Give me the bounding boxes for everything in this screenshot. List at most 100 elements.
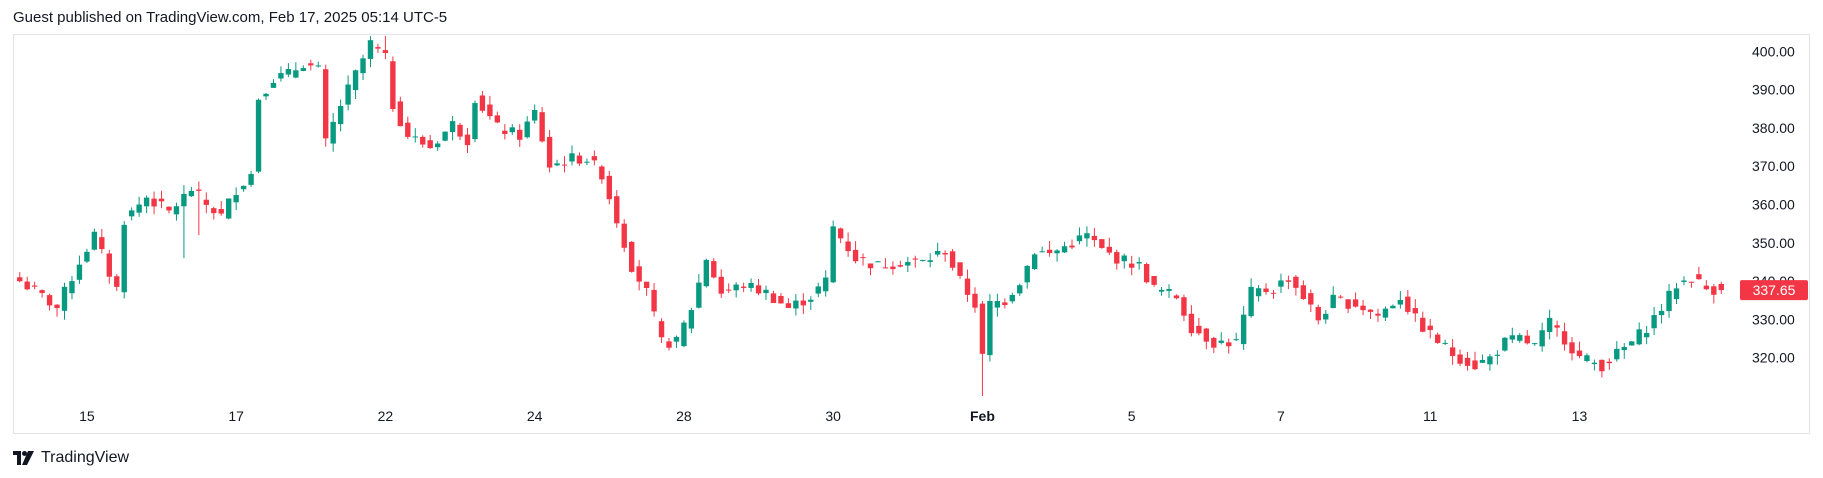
footer-brand: TradingView: [41, 449, 130, 466]
footer: TradingView: [13, 447, 129, 469]
candle: [397, 96, 404, 127]
candle: [1173, 294, 1180, 300]
candle: [1352, 292, 1359, 308]
candle: [1315, 304, 1321, 325]
candle: [1539, 322, 1545, 352]
candle: [1382, 306, 1389, 322]
candle: [128, 207, 135, 221]
candle: [1263, 283, 1269, 295]
candle: [188, 186, 195, 198]
candle: [1502, 337, 1508, 352]
candle: [554, 159, 560, 167]
candle: [1009, 292, 1015, 304]
candle: [808, 296, 814, 311]
candle: [1494, 350, 1501, 365]
candle: [1427, 319, 1433, 339]
x-tick-label: 11: [1423, 408, 1438, 424]
candle: [1017, 283, 1023, 296]
candle: [934, 242, 941, 257]
candle: [1509, 327, 1515, 344]
candle: [367, 36, 374, 68]
candle: [248, 170, 254, 187]
candle: [106, 249, 112, 284]
candle: [1337, 294, 1344, 299]
candle: [509, 124, 515, 136]
candle: [1069, 239, 1075, 250]
candle: [517, 124, 523, 148]
candle: [1711, 284, 1717, 304]
x-tick-label: 30: [825, 408, 841, 424]
x-tick-label: 5: [1128, 408, 1136, 424]
candle: [703, 258, 710, 288]
candle: [1606, 358, 1613, 370]
candle: [143, 195, 150, 214]
candle: [114, 274, 120, 292]
candle: [546, 130, 553, 173]
x-tick-label: 17: [228, 408, 244, 424]
candle: [1158, 286, 1165, 296]
candle: [1099, 239, 1105, 249]
candle: [1464, 351, 1471, 371]
candle: [1375, 308, 1381, 322]
candle: [1121, 253, 1127, 269]
candle: [711, 258, 717, 279]
candle: [823, 270, 829, 297]
candle: [405, 116, 411, 140]
candle: [1367, 309, 1374, 319]
candle: [1546, 309, 1553, 340]
candle: [375, 43, 381, 53]
candle: [785, 298, 792, 309]
candle: [1293, 275, 1299, 296]
candle: [920, 259, 926, 262]
candle: [1084, 226, 1090, 247]
candle: [666, 337, 672, 351]
candle: [1300, 280, 1307, 300]
candle: [539, 106, 545, 143]
candle: [181, 185, 187, 259]
candle: [240, 185, 247, 192]
candle: [1188, 305, 1195, 337]
candle: [1270, 290, 1277, 299]
candle: [84, 248, 90, 264]
candle: [54, 304, 60, 317]
candle: [315, 61, 321, 68]
candle: [1457, 349, 1463, 367]
candle: [61, 282, 68, 320]
candle: [1614, 341, 1620, 362]
candle: [91, 228, 98, 251]
candle: [972, 287, 978, 313]
candle: [987, 294, 993, 362]
candle: [1151, 275, 1157, 287]
candle: [1024, 264, 1030, 289]
candle: [308, 59, 314, 71]
candle: [1688, 281, 1695, 288]
candle: [681, 320, 687, 348]
candle: [629, 240, 635, 273]
candle: [1554, 320, 1560, 337]
candle: [502, 124, 508, 140]
candle: [1114, 249, 1120, 270]
candle: [1666, 283, 1672, 318]
candle: [905, 256, 911, 273]
candle: [1532, 342, 1538, 346]
candle: [964, 269, 971, 302]
candle: [1636, 322, 1642, 346]
y-tick-label: 350.00: [1752, 235, 1795, 251]
candle: [688, 307, 695, 334]
candle: [226, 198, 232, 220]
candle: [1479, 354, 1486, 364]
candle: [293, 62, 299, 79]
candle: [927, 253, 933, 268]
candle: [46, 293, 53, 311]
last-price-label: 337.65: [1753, 282, 1796, 298]
candle: [1240, 306, 1247, 350]
y-tick-label: 380.00: [1752, 120, 1795, 136]
candle: [1091, 227, 1098, 247]
candle: [345, 75, 351, 111]
candle: [278, 66, 284, 82]
candle: [673, 335, 680, 348]
candle: [173, 202, 180, 221]
candle: [1233, 332, 1239, 342]
candle: [778, 293, 784, 304]
x-tick-label: Feb: [970, 408, 995, 424]
